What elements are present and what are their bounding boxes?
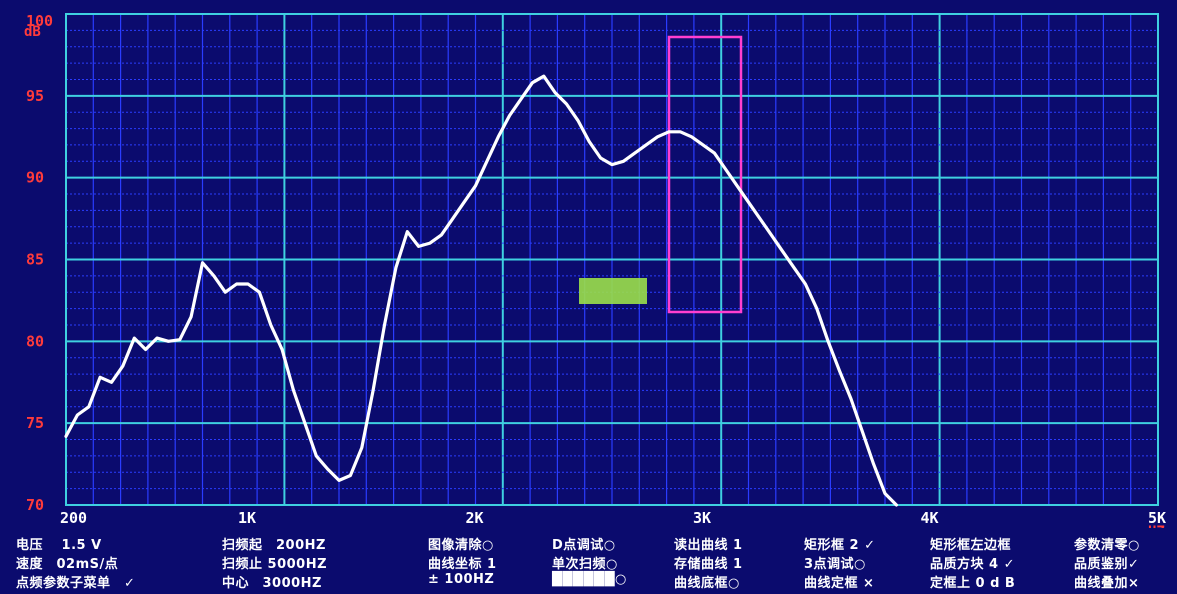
x-tick-label: 5K [1148, 509, 1166, 527]
frequency-response-chart: 100 95 90 85 80 75 70 200 1K 2K 3K 4K 5K dB HZ [24, 12, 1166, 530]
status-item: 矩形框 2 ✓ [804, 538, 876, 553]
response-curve [64, 74, 898, 507]
x-axis-unit-label: HZ [1148, 524, 1165, 530]
y-tick-label: 90 [26, 169, 44, 187]
y-tick-label: 80 [26, 332, 44, 350]
status-item: ██████○ [552, 572, 627, 587]
x-tick-label: 1K [238, 509, 256, 527]
status-item: 中心 3000HZ [222, 576, 322, 591]
markers [579, 35, 743, 314]
cursor-block [579, 278, 647, 304]
status-item: 单次扫频○ [552, 557, 618, 572]
status-item: 存储曲线 1 [674, 557, 743, 572]
x-tick-label: 3K [693, 509, 711, 527]
status-item: 品质方块 4 ✓ [930, 557, 1015, 572]
plot-frame [65, 13, 1159, 506]
y-tick-label: 70 [26, 496, 44, 514]
status-item: 扫频止 5000HZ [222, 557, 328, 572]
y-axis-unit-label: dB [24, 24, 41, 40]
status-item: 速度 02mS/点 [16, 557, 119, 572]
y-tick-label: 95 [26, 87, 44, 105]
status-panel: 电压 1.5 V 扫频起 200HZ 图像清除○ D点调试○ 读出曲线 1 矩形框 2 ✓… [0, 528, 1177, 594]
status-item: ± 100HZ [428, 572, 495, 587]
status-item: 3点调试○ [804, 557, 866, 572]
y-tick-label: 75 [26, 414, 44, 432]
status-item: 读出曲线 1 [674, 538, 743, 553]
status-item: 矩形框左边框 [930, 538, 1012, 553]
status-item: 点频参数子菜单 ✓ [16, 576, 136, 591]
x-tick-label: 4K [921, 509, 939, 527]
y-tick-label: 100 [26, 12, 53, 30]
x-axis-ticks: 200 1K 2K 3K 4K 5K [60, 509, 1166, 527]
status-item: 参数清零○ [1074, 538, 1140, 553]
status-item: 曲线坐标 1 [428, 557, 497, 572]
grid [65, 13, 1159, 506]
curve-layer [64, 74, 898, 507]
y-axis-ticks: 100 95 90 85 80 75 70 [26, 12, 53, 514]
status-item: 定框上 0 d B [930, 576, 1016, 591]
marker-rectangle [667, 35, 743, 314]
status-item: 品质鉴别✓ [1074, 557, 1140, 572]
status-item: 电压 1.5 V [16, 538, 102, 553]
status-item: 扫频起 200HZ [222, 538, 326, 553]
status-item: 曲线叠加× [1074, 576, 1140, 591]
status-item: 曲线底框○ [674, 576, 740, 591]
x-tick-label: 2K [466, 509, 484, 527]
status-item: D点调试○ [552, 538, 616, 553]
status-item: 图像清除○ [428, 538, 494, 553]
status-item: 曲线定框 × [804, 576, 875, 591]
y-tick-label: 85 [26, 251, 44, 269]
x-tick-label: 200 [60, 509, 87, 527]
